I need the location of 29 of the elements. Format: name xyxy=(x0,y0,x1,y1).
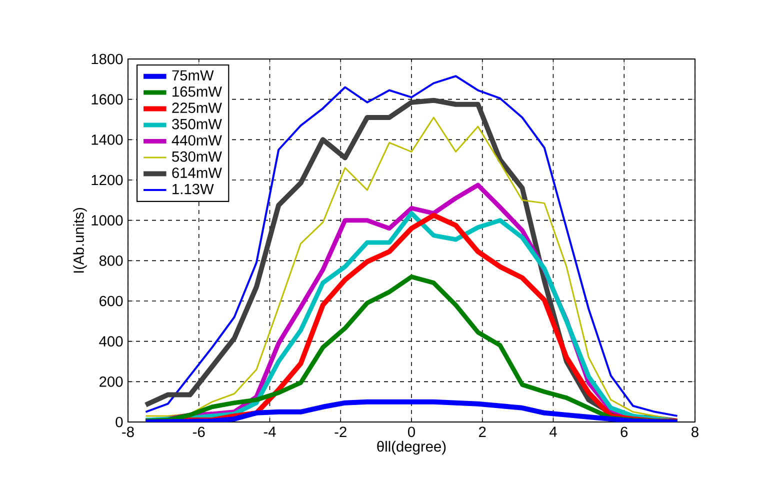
x-tick-label: 2 xyxy=(479,426,486,437)
y-tick-label: 600 xyxy=(100,296,123,306)
legend-label: 350mW xyxy=(172,118,222,130)
x-tick-label: 6 xyxy=(620,426,628,438)
x-tick-label: -6 xyxy=(193,426,205,438)
y-tick-label: 200 xyxy=(100,376,123,387)
x-tick-label: -4 xyxy=(264,426,276,437)
y-tick-label: 800 xyxy=(99,255,123,266)
y-tick-label: 1000 xyxy=(92,215,123,226)
y-tick-label: 1400 xyxy=(92,134,123,145)
y-tick-label: 400 xyxy=(99,336,123,347)
legend-label: 75mW xyxy=(172,70,214,81)
x-tick-label: -2 xyxy=(334,426,346,437)
x-tick-label: 0 xyxy=(408,426,415,438)
y-tick-label: 1200 xyxy=(92,174,123,186)
x-axis-title: θll(degree) xyxy=(377,440,446,455)
legend-label: 614mW xyxy=(172,168,222,178)
legend-label: 1.13W xyxy=(172,184,214,194)
legend-label: 440mW xyxy=(172,135,222,146)
x-tick-label: 8 xyxy=(692,426,698,438)
y-axis-title: I(Ab.units) xyxy=(73,208,87,273)
legend-label: 225mW xyxy=(172,102,222,114)
y-tick-label: 1800 xyxy=(92,54,123,64)
legend-label: 530mW xyxy=(172,151,222,162)
x-tick-label: 4 xyxy=(550,426,557,437)
y-tick-label: 1600 xyxy=(92,94,123,105)
y-tick-label: 0 xyxy=(116,416,123,428)
legend-label: 165mW xyxy=(172,86,222,97)
x-tick-label: -8 xyxy=(122,426,134,438)
